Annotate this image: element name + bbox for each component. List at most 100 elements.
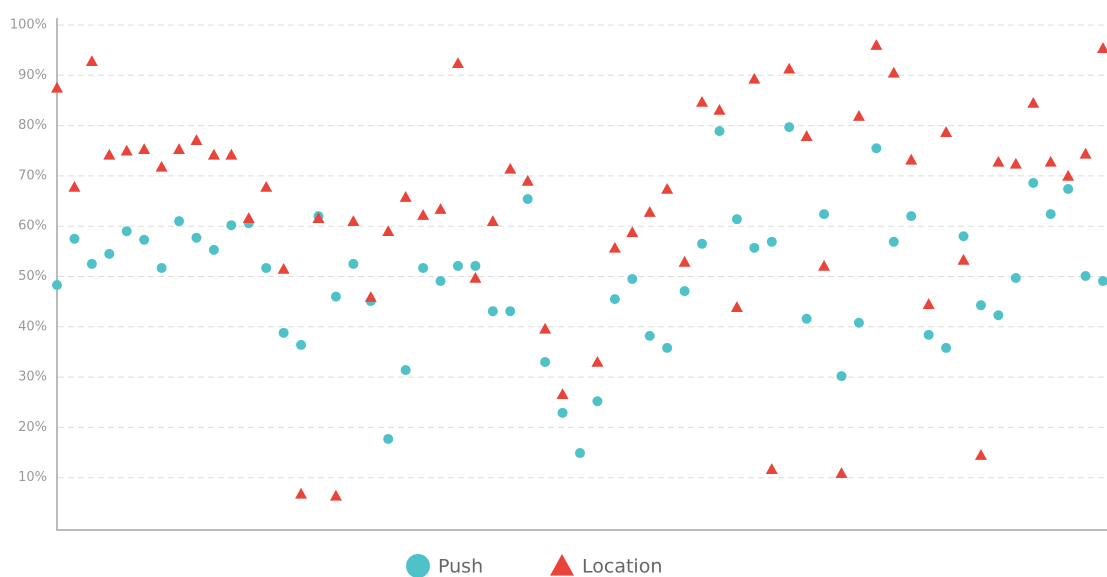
point bbox=[661, 182, 674, 194]
point bbox=[800, 130, 813, 141]
y-tick-label: 90% bbox=[18, 68, 47, 83]
point bbox=[853, 317, 864, 328]
point bbox=[643, 206, 656, 217]
point bbox=[382, 225, 395, 237]
legend-label: Location bbox=[582, 556, 662, 577]
point bbox=[783, 62, 796, 74]
point bbox=[905, 153, 918, 165]
point bbox=[207, 148, 220, 160]
point bbox=[191, 232, 202, 243]
point bbox=[278, 327, 289, 338]
point bbox=[260, 180, 273, 192]
y-tick-label: 40% bbox=[18, 319, 47, 334]
y-tick-label: 20% bbox=[18, 420, 47, 435]
point bbox=[556, 388, 569, 400]
point bbox=[103, 148, 116, 160]
point bbox=[295, 487, 308, 499]
point bbox=[557, 407, 568, 418]
point bbox=[85, 55, 98, 67]
point bbox=[922, 298, 935, 309]
y-tick-label: 50% bbox=[18, 269, 47, 284]
point bbox=[958, 231, 969, 242]
point bbox=[68, 180, 81, 192]
point bbox=[835, 467, 848, 478]
point bbox=[592, 396, 603, 407]
point bbox=[730, 301, 743, 312]
point bbox=[348, 258, 359, 269]
point bbox=[608, 241, 621, 253]
point bbox=[1098, 276, 1107, 287]
point bbox=[139, 234, 150, 245]
point bbox=[801, 313, 812, 324]
point bbox=[992, 155, 1005, 167]
point bbox=[626, 226, 639, 238]
point bbox=[138, 143, 151, 155]
point bbox=[818, 259, 831, 271]
point bbox=[522, 194, 533, 205]
point bbox=[644, 330, 655, 341]
point bbox=[784, 122, 795, 133]
point bbox=[575, 448, 585, 459]
point bbox=[941, 342, 952, 353]
point bbox=[69, 233, 80, 244]
point bbox=[487, 306, 498, 317]
point bbox=[940, 126, 953, 137]
point bbox=[1028, 177, 1039, 188]
point bbox=[155, 160, 168, 172]
point bbox=[993, 310, 1004, 321]
point bbox=[1062, 169, 1075, 181]
point bbox=[540, 357, 551, 368]
point bbox=[51, 81, 63, 93]
point bbox=[1080, 270, 1091, 281]
point bbox=[277, 262, 290, 274]
point bbox=[974, 449, 987, 460]
y-tick-label: 70% bbox=[18, 168, 47, 183]
point bbox=[399, 191, 412, 202]
point bbox=[452, 260, 463, 271]
point bbox=[226, 220, 237, 231]
point bbox=[871, 143, 882, 154]
point bbox=[434, 203, 447, 214]
y-tick-label: 80% bbox=[18, 118, 47, 133]
point bbox=[400, 365, 411, 376]
legend-marker bbox=[550, 554, 574, 576]
point bbox=[957, 253, 970, 265]
point bbox=[504, 162, 517, 174]
point bbox=[678, 255, 691, 267]
point bbox=[86, 258, 97, 269]
point bbox=[470, 260, 481, 271]
point bbox=[486, 215, 499, 226]
point bbox=[329, 489, 342, 501]
point bbox=[347, 215, 360, 226]
point bbox=[1027, 96, 1040, 108]
point bbox=[330, 291, 341, 302]
point bbox=[923, 329, 934, 340]
point bbox=[906, 211, 917, 222]
point bbox=[104, 248, 115, 259]
point bbox=[836, 371, 847, 382]
point bbox=[662, 342, 673, 353]
point bbox=[242, 212, 255, 223]
point bbox=[312, 212, 325, 223]
point bbox=[174, 216, 185, 227]
point bbox=[364, 291, 377, 302]
point bbox=[469, 272, 482, 283]
point bbox=[521, 174, 534, 186]
point bbox=[418, 262, 429, 273]
point bbox=[539, 322, 552, 334]
y-tick-label: 30% bbox=[18, 370, 47, 385]
point bbox=[505, 306, 516, 317]
point bbox=[451, 57, 464, 69]
point bbox=[120, 144, 133, 156]
point bbox=[819, 209, 830, 220]
point bbox=[383, 433, 394, 444]
point bbox=[975, 300, 986, 311]
y-tick-label: 60% bbox=[18, 219, 47, 234]
point bbox=[713, 104, 726, 115]
point bbox=[1009, 157, 1022, 169]
point bbox=[887, 66, 900, 78]
point bbox=[1010, 273, 1021, 284]
point bbox=[852, 110, 865, 121]
point bbox=[1097, 42, 1107, 53]
